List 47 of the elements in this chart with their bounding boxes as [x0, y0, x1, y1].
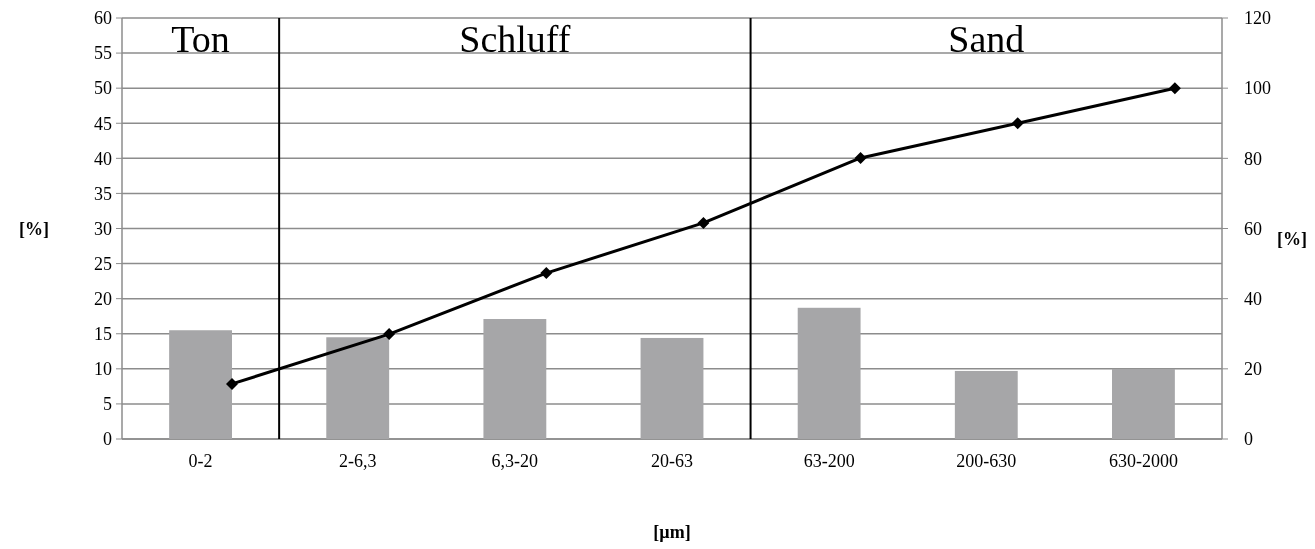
y-tick-label: 40: [94, 148, 112, 169]
x-tick-label: 0-2: [188, 451, 213, 471]
y-tick-label: 10: [94, 359, 112, 380]
y2-tick-label: 60: [1244, 218, 1262, 239]
x-tick-label: 200-630: [956, 451, 1017, 471]
y-tick-label: 45: [94, 113, 112, 134]
bar: [169, 330, 232, 439]
y-tick-label: 15: [94, 324, 112, 345]
y-tick-label: 25: [94, 253, 112, 274]
point: [697, 216, 710, 229]
y2-tick-label: 100: [1244, 78, 1271, 99]
annotation: Ton: [171, 18, 230, 60]
y-tick-label: 55: [94, 43, 112, 64]
annotation: Sand: [948, 18, 1025, 60]
y2-tick-label: 20: [1244, 359, 1262, 380]
y2-tick-label: 80: [1244, 148, 1262, 169]
bar: [326, 337, 390, 439]
point: [226, 377, 238, 390]
x-tick-label: 2-6,3: [338, 451, 377, 471]
x-tick-label: 63-200: [803, 451, 855, 471]
bar: [797, 307, 861, 439]
y-tick-label: 50: [94, 78, 112, 99]
y-tick-label: 0: [103, 429, 112, 450]
x-tick-label: 630-2000: [1108, 451, 1178, 471]
x-tick-label: 6,3-20: [491, 451, 539, 471]
bar: [1112, 368, 1175, 439]
y2-tick-label: 120: [1244, 8, 1271, 29]
point: [854, 151, 867, 164]
point: [1168, 82, 1181, 95]
annotation: Schluff: [459, 18, 571, 60]
y2-tick-label: 40: [1244, 288, 1262, 309]
point: [540, 267, 553, 280]
y2-tick-label: 0: [1244, 429, 1253, 450]
x-tick-label: 20-63: [651, 451, 693, 471]
y-tick-label: 30: [94, 218, 112, 239]
point: [1011, 117, 1024, 130]
y-tick-label: 60: [94, 8, 112, 29]
point: [383, 328, 396, 341]
y-tick-label: 35: [94, 183, 112, 204]
bar: [483, 319, 547, 439]
bar: [640, 337, 704, 439]
y-tick-label: 20: [94, 288, 112, 309]
y-axis-title: [%]: [19, 218, 49, 239]
y2-axis-title: [%]: [1277, 228, 1307, 249]
bar: [954, 370, 1018, 439]
x-axis-title: [µm]: [653, 522, 691, 542]
y-tick-label: 5: [103, 394, 112, 415]
